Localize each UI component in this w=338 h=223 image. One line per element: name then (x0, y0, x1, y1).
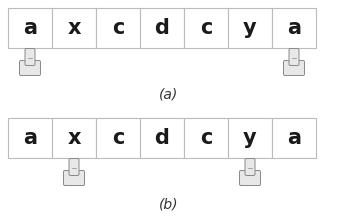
Text: c: c (200, 128, 212, 148)
FancyBboxPatch shape (245, 159, 255, 176)
Text: y: y (243, 128, 257, 148)
Bar (140, 8, 184, 48)
Text: x: x (67, 18, 81, 38)
Text: c: c (112, 18, 124, 38)
Text: a: a (287, 128, 301, 148)
FancyBboxPatch shape (284, 60, 305, 76)
Bar (96, 8, 140, 48)
FancyBboxPatch shape (240, 171, 261, 186)
Bar (8, 8, 52, 48)
Text: a: a (287, 18, 301, 38)
Bar (272, 8, 316, 48)
Text: c: c (200, 18, 212, 38)
Text: (a): (a) (160, 88, 178, 102)
Text: y: y (243, 18, 257, 38)
Text: a: a (23, 18, 37, 38)
Text: d: d (154, 128, 169, 148)
Bar (52, 118, 96, 158)
Bar (228, 8, 272, 48)
Bar (228, 118, 272, 158)
Text: (b): (b) (159, 198, 179, 212)
FancyBboxPatch shape (64, 171, 84, 186)
Bar (184, 118, 228, 158)
FancyBboxPatch shape (20, 60, 41, 76)
Text: x: x (67, 128, 81, 148)
Text: c: c (112, 128, 124, 148)
Text: a: a (23, 128, 37, 148)
Bar (272, 118, 316, 158)
Bar (184, 8, 228, 48)
Bar (96, 118, 140, 158)
FancyBboxPatch shape (69, 159, 79, 176)
Bar (52, 8, 96, 48)
FancyBboxPatch shape (25, 48, 35, 66)
Text: d: d (154, 18, 169, 38)
Bar (8, 118, 52, 158)
FancyBboxPatch shape (289, 48, 299, 66)
Bar (140, 118, 184, 158)
